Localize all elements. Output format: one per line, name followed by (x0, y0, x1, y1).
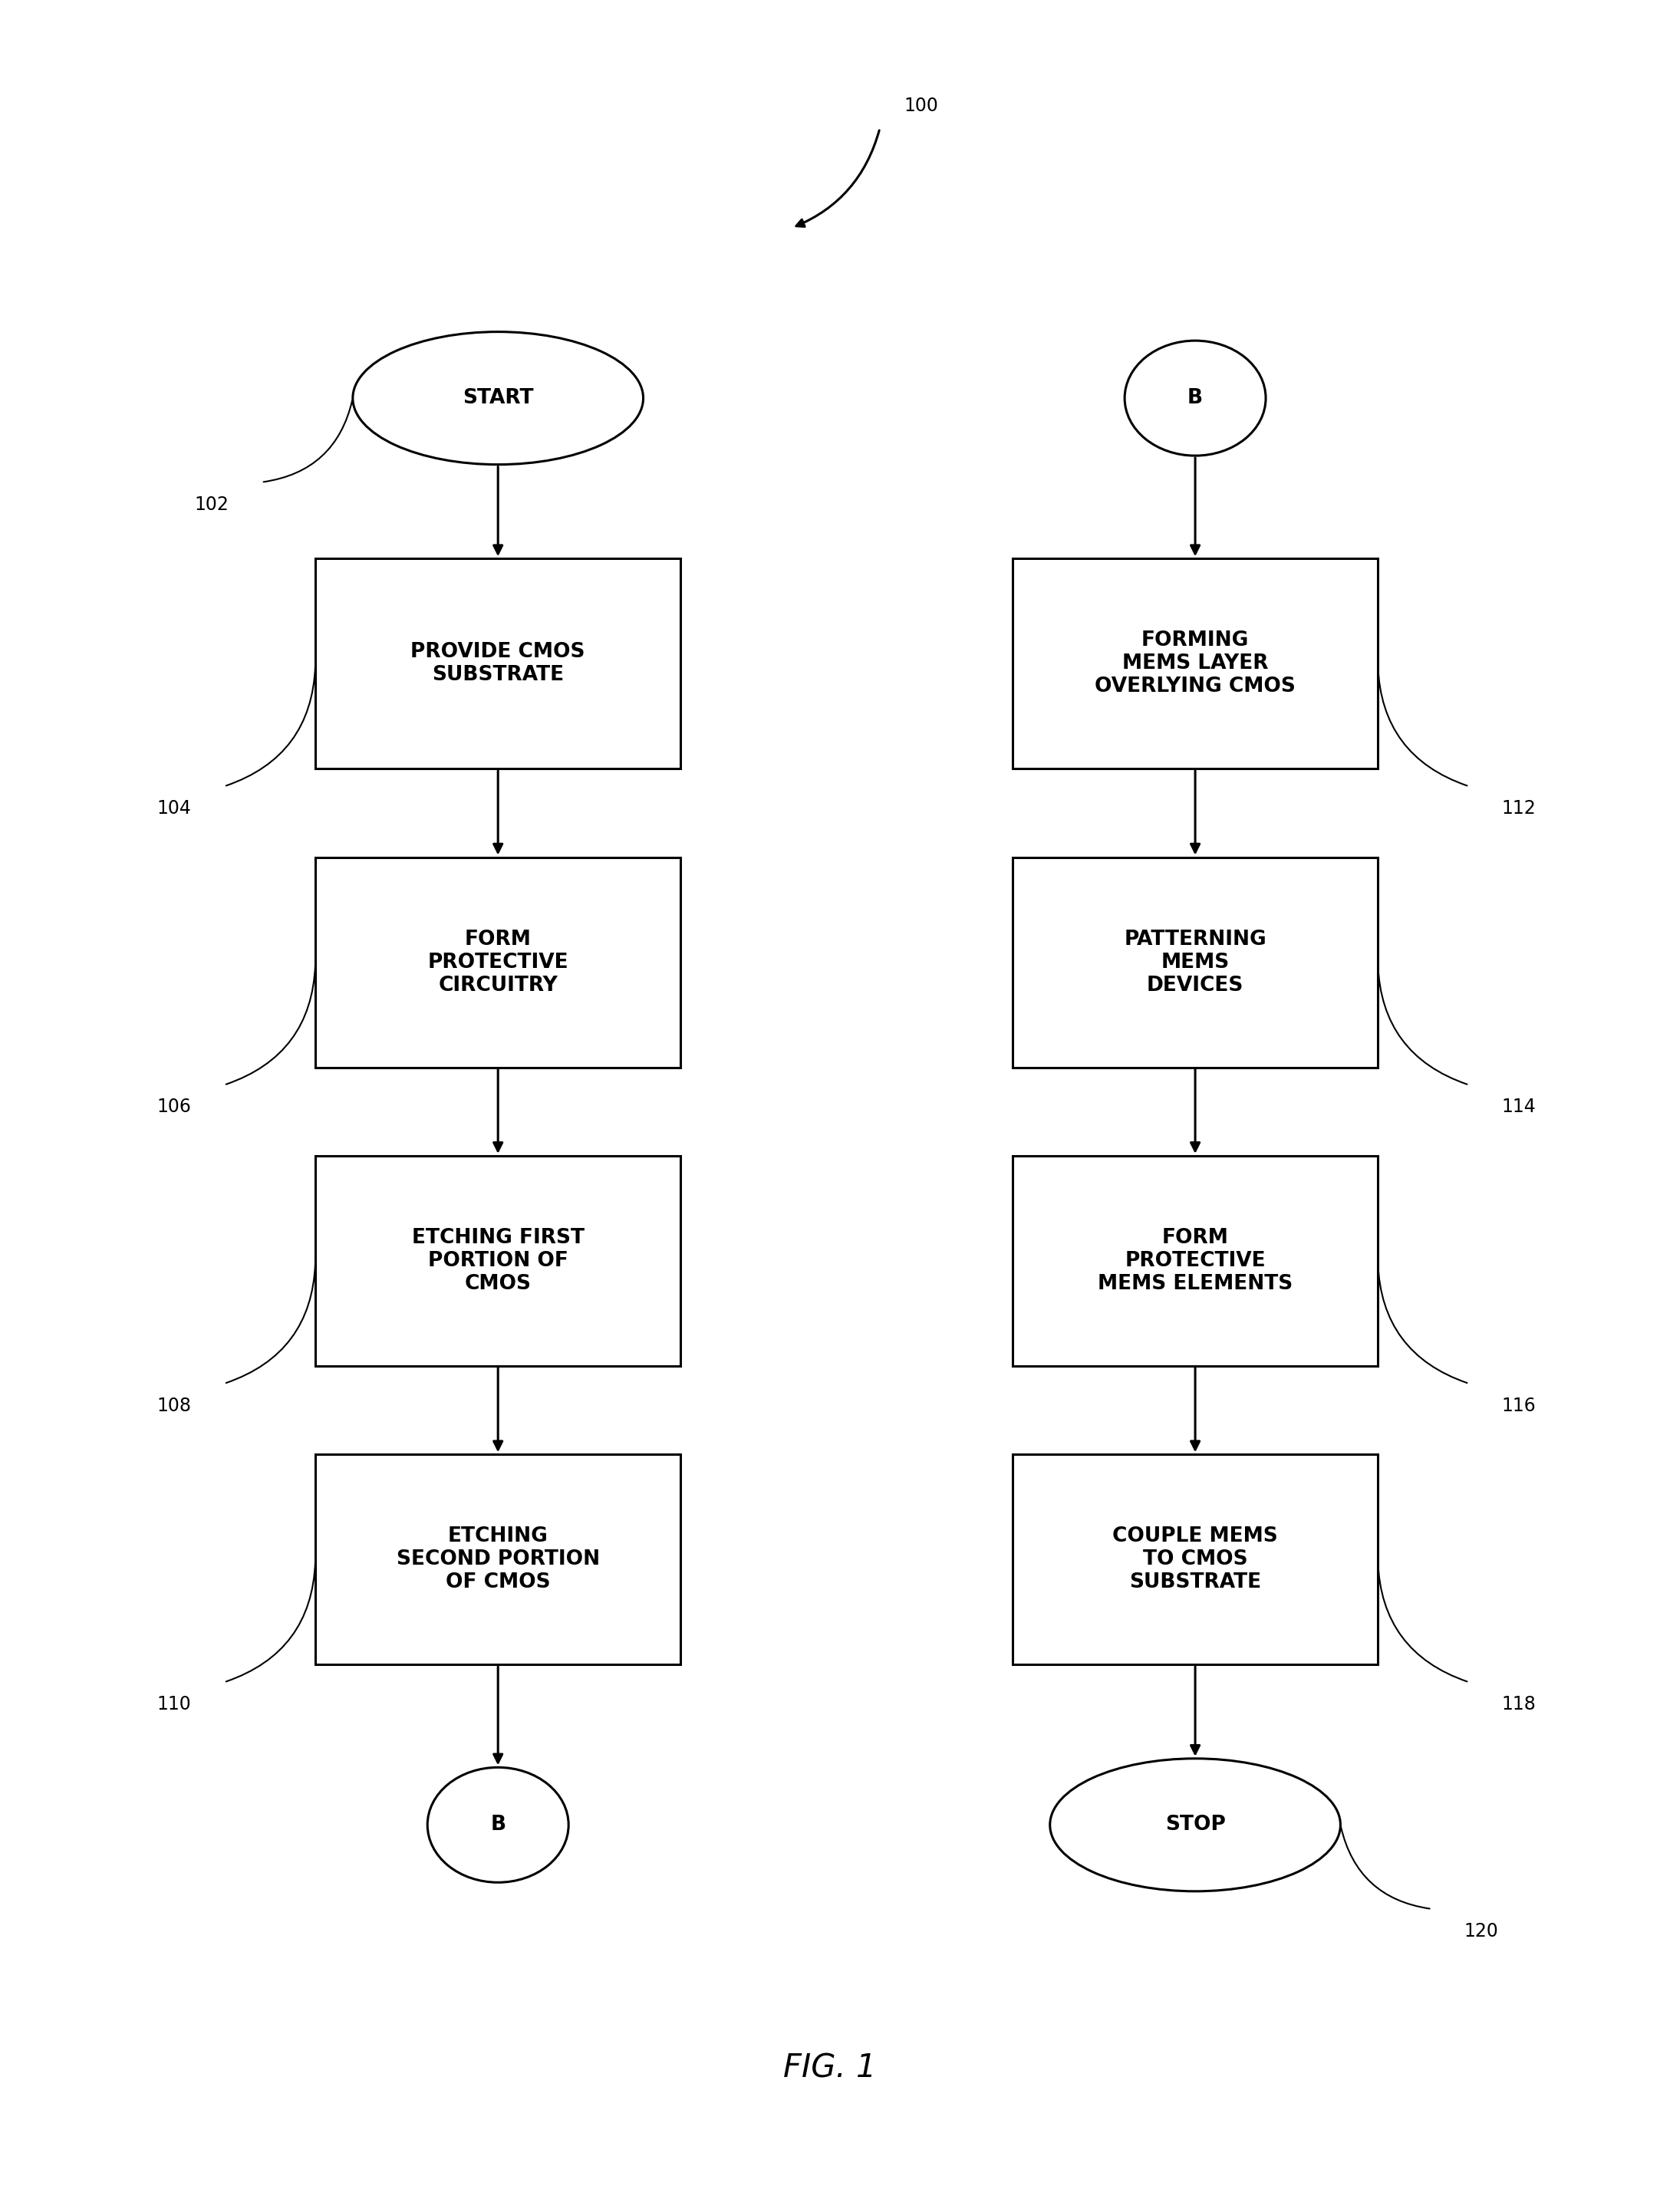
Text: 120: 120 (1464, 1922, 1499, 1940)
Text: PATTERNING
MEMS
DEVICES: PATTERNING MEMS DEVICES (1124, 929, 1267, 995)
Text: 114: 114 (1502, 1097, 1536, 1117)
Text: COUPLE MEMS
TO CMOS
SUBSTRATE: COUPLE MEMS TO CMOS SUBSTRATE (1112, 1526, 1278, 1593)
Text: 106: 106 (158, 1097, 191, 1117)
Text: START: START (463, 387, 533, 409)
Text: B: B (490, 1814, 506, 1836)
Text: STOP: STOP (1165, 1814, 1225, 1836)
Text: 110: 110 (158, 1694, 191, 1714)
Text: FORM
PROTECTIVE
CIRCUITRY: FORM PROTECTIVE CIRCUITRY (428, 929, 568, 995)
Text: FIG. 1: FIG. 1 (784, 2053, 876, 2084)
Text: 112: 112 (1502, 799, 1536, 818)
Text: ETCHING
SECOND PORTION
OF CMOS: ETCHING SECOND PORTION OF CMOS (397, 1526, 599, 1593)
Text: 102: 102 (194, 495, 229, 513)
Text: 104: 104 (158, 799, 191, 818)
Text: 116: 116 (1502, 1396, 1536, 1416)
Text: PROVIDE CMOS
SUBSTRATE: PROVIDE CMOS SUBSTRATE (410, 641, 586, 686)
Text: 118: 118 (1502, 1694, 1536, 1714)
Text: FORMING
MEMS LAYER
OVERLYING CMOS: FORMING MEMS LAYER OVERLYING CMOS (1094, 630, 1296, 697)
Text: B: B (1187, 387, 1204, 409)
Text: FORM
PROTECTIVE
MEMS ELEMENTS: FORM PROTECTIVE MEMS ELEMENTS (1097, 1228, 1293, 1294)
Text: 108: 108 (158, 1396, 191, 1416)
Text: 100: 100 (905, 97, 938, 115)
Text: ETCHING FIRST
PORTION OF
CMOS: ETCHING FIRST PORTION OF CMOS (412, 1228, 584, 1294)
